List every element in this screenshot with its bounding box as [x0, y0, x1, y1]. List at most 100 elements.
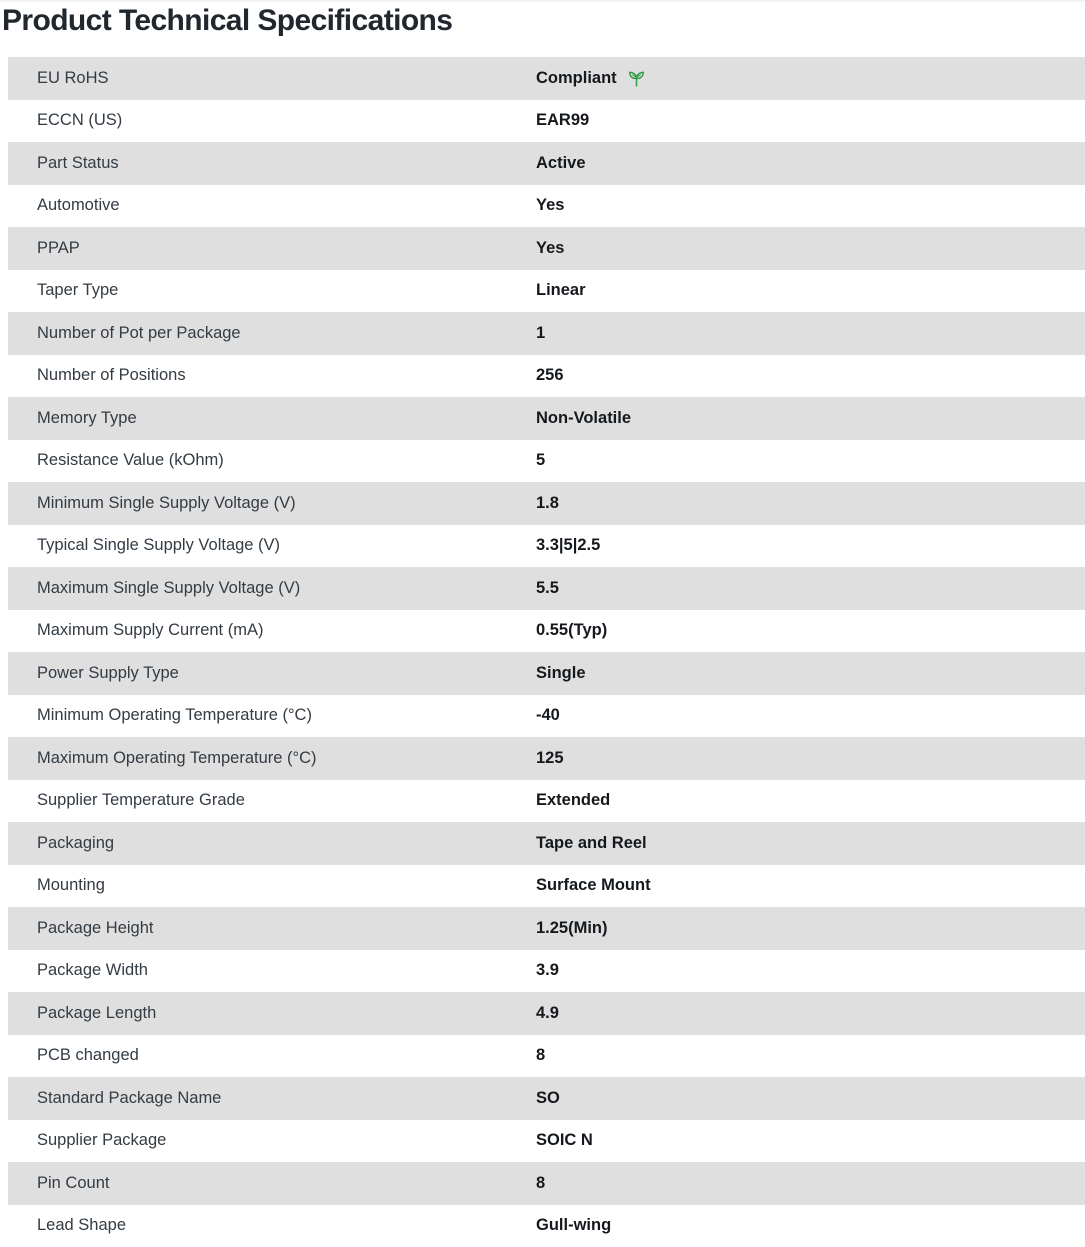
spec-value-text: Linear: [536, 281, 586, 300]
spec-label: Typical Single Supply Voltage (V): [8, 536, 536, 555]
spec-label: Standard Package Name: [8, 1089, 536, 1108]
spec-label: PPAP: [8, 239, 536, 258]
spec-value-text: Single: [536, 664, 586, 683]
spec-label: Maximum Supply Current (mA): [8, 621, 536, 640]
table-row: Number of Positions 256: [8, 355, 1085, 398]
table-row: Maximum Supply Current (mA) 0.55(Typ): [8, 610, 1085, 653]
spec-value: -40: [536, 706, 1085, 725]
spec-value-text: 125: [536, 749, 564, 768]
spec-value-text: Surface Mount: [536, 876, 651, 895]
table-row: PCB changed 8: [8, 1035, 1085, 1078]
spec-value: Yes: [536, 239, 1085, 258]
table-row: ECCN (US) EAR99: [8, 100, 1085, 143]
spec-value-text: 4.9: [536, 1004, 559, 1023]
table-row: Taper Type Linear: [8, 270, 1085, 313]
table-row: EU RoHS Compliant: [8, 57, 1085, 100]
spec-value: Compliant: [536, 68, 1085, 89]
spec-value: SO: [536, 1089, 1085, 1108]
spec-label: Package Width: [8, 961, 536, 980]
table-row: PPAP Yes: [8, 227, 1085, 270]
spec-value: Linear: [536, 281, 1085, 300]
spec-label: Package Length: [8, 1004, 536, 1023]
table-row: Memory Type Non-Volatile: [8, 397, 1085, 440]
spec-label: Number of Positions: [8, 366, 536, 385]
table-row: Mounting Surface Mount: [8, 865, 1085, 908]
spec-value: SOIC N: [536, 1131, 1085, 1150]
spec-label: Automotive: [8, 196, 536, 215]
top-divider: [0, 0, 1085, 2]
spec-value: 3.9: [536, 961, 1085, 980]
spec-value: 5: [536, 451, 1085, 470]
table-row: Typical Single Supply Voltage (V) 3.3|5|…: [8, 525, 1085, 568]
spec-label: Package Height: [8, 919, 536, 938]
spec-value: 8: [536, 1174, 1085, 1193]
spec-value-text: 1.8: [536, 494, 559, 513]
table-row: Package Width 3.9: [8, 950, 1085, 993]
table-row: Pin Count 8: [8, 1162, 1085, 1205]
spec-value-text: SOIC N: [536, 1131, 593, 1150]
spec-value: 1.8: [536, 494, 1085, 513]
spec-label: Packaging: [8, 834, 536, 853]
spec-value-text: Extended: [536, 791, 610, 810]
spec-value: 256: [536, 366, 1085, 385]
spec-label: Supplier Package: [8, 1131, 536, 1150]
spec-value-text: Non-Volatile: [536, 409, 631, 428]
spec-value: 0.55(Typ): [536, 621, 1085, 640]
spec-value-text: 0.55(Typ): [536, 621, 607, 640]
table-row: Packaging Tape and Reel: [8, 822, 1085, 865]
table-row: Power Supply Type Single: [8, 652, 1085, 695]
eco-leaf-icon[interactable]: [626, 68, 647, 89]
spec-value-text: 256: [536, 366, 564, 385]
table-row: Maximum Single Supply Voltage (V) 5.5: [8, 567, 1085, 610]
table-row: Minimum Single Supply Voltage (V) 1.8: [8, 482, 1085, 525]
table-row: Minimum Operating Temperature (°C) -40: [8, 695, 1085, 738]
table-row: Part Status Active: [8, 142, 1085, 185]
spec-value-text: 3.3|5|2.5: [536, 536, 600, 555]
spec-value-text: 8: [536, 1046, 545, 1065]
spec-label: Power Supply Type: [8, 664, 536, 683]
spec-value-text: SO: [536, 1089, 560, 1108]
spec-label: Supplier Temperature Grade: [8, 791, 536, 810]
spec-value: Surface Mount: [536, 876, 1085, 895]
spec-label: PCB changed: [8, 1046, 536, 1065]
spec-value: Yes: [536, 196, 1085, 215]
table-row: Standard Package Name SO: [8, 1077, 1085, 1120]
spec-value-text: 1.25(Min): [536, 919, 608, 938]
spec-label: Maximum Operating Temperature (°C): [8, 749, 536, 768]
spec-value-text: Yes: [536, 196, 564, 215]
spec-label: Part Status: [8, 154, 536, 173]
spec-value-text: Tape and Reel: [536, 834, 647, 853]
spec-value: 1: [536, 324, 1085, 343]
page-title: Product Technical Specifications: [0, 0, 1085, 40]
table-row: Supplier Temperature Grade Extended: [8, 780, 1085, 823]
spec-value-text: 8: [536, 1174, 545, 1193]
spec-label: Mounting: [8, 876, 536, 895]
spec-label: Number of Pot per Package: [8, 324, 536, 343]
spec-value: 8: [536, 1046, 1085, 1065]
table-row: Automotive Yes: [8, 185, 1085, 228]
spec-label: Memory Type: [8, 409, 536, 428]
spec-value-text: Gull-wing: [536, 1216, 611, 1235]
spec-value-text: 3.9: [536, 961, 559, 980]
spec-value-text: 1: [536, 324, 545, 343]
spec-value: Gull-wing: [536, 1216, 1085, 1235]
spec-value: 1.25(Min): [536, 919, 1085, 938]
spec-label: Lead Shape: [8, 1216, 536, 1235]
spec-value-text: Yes: [536, 239, 564, 258]
spec-value: EAR99: [536, 111, 1085, 130]
table-row: Supplier Package SOIC N: [8, 1120, 1085, 1163]
spec-label: Minimum Single Supply Voltage (V): [8, 494, 536, 513]
spec-value-text: 5: [536, 451, 545, 470]
spec-value: 125: [536, 749, 1085, 768]
table-row: Package Length 4.9: [8, 992, 1085, 1035]
table-row: Maximum Operating Temperature (°C) 125: [8, 737, 1085, 780]
spec-value: Non-Volatile: [536, 409, 1085, 428]
spec-label: Maximum Single Supply Voltage (V): [8, 579, 536, 598]
spec-value: Tape and Reel: [536, 834, 1085, 853]
spec-table: EU RoHS Compliant ECCN (US) EAR99 Part S…: [0, 57, 1085, 1247]
spec-value: Extended: [536, 791, 1085, 810]
spec-label: Resistance Value (kOhm): [8, 451, 536, 470]
spec-value: 3.3|5|2.5: [536, 536, 1085, 555]
spec-value: 5.5: [536, 579, 1085, 598]
spec-value-text: EAR99: [536, 111, 589, 130]
